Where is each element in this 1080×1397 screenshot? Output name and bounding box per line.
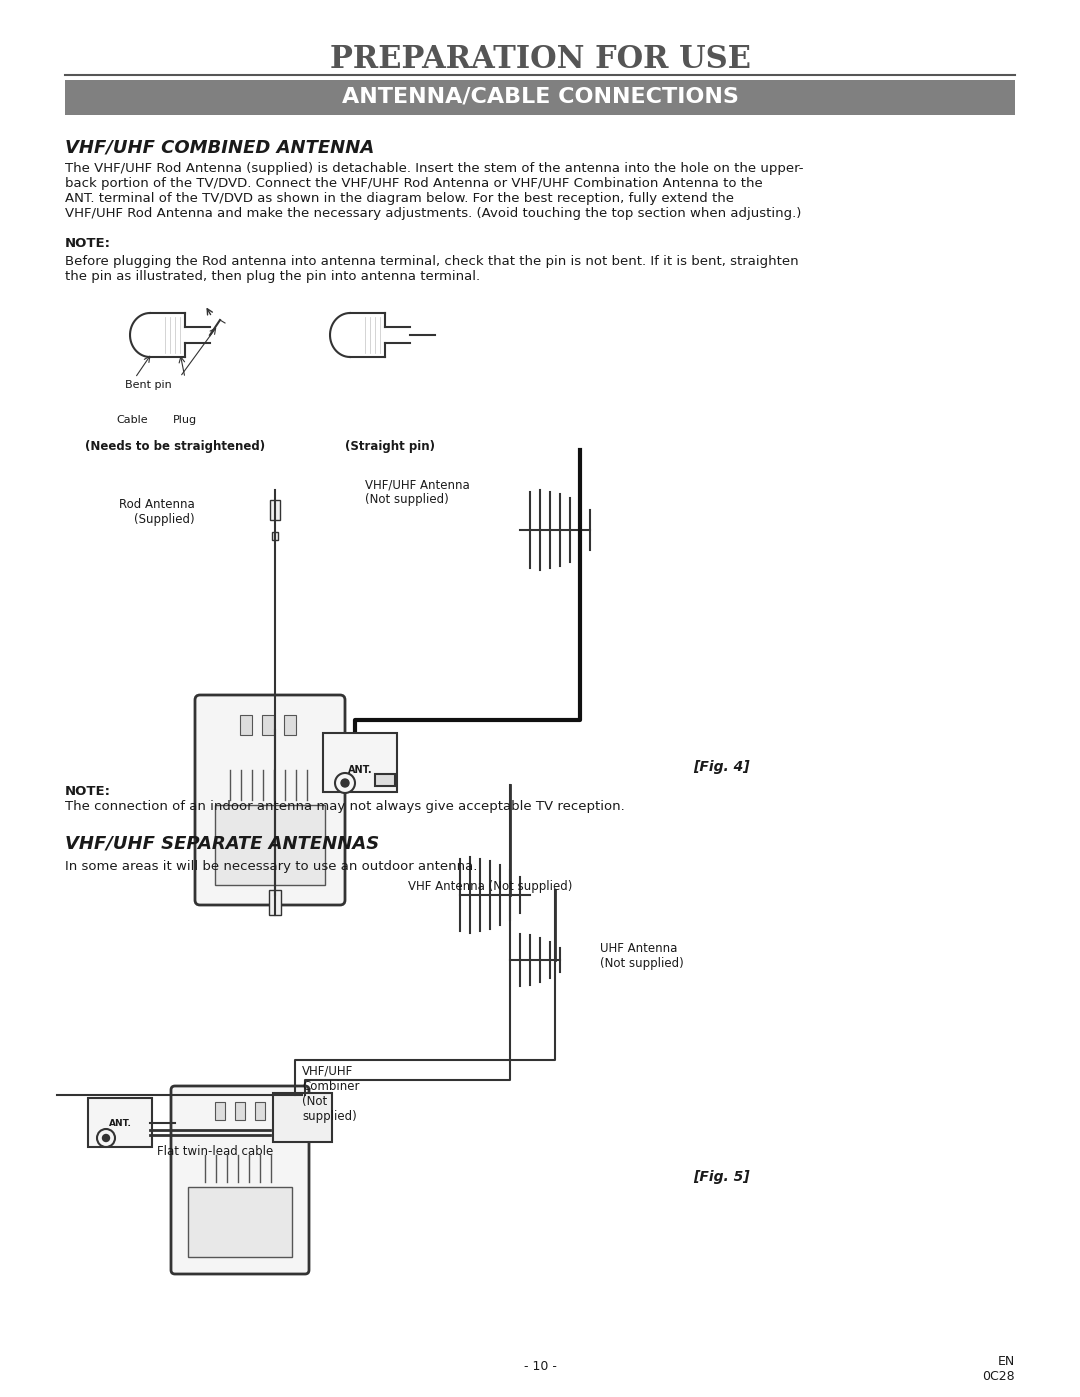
Text: The connection of an indoor antenna may not always give acceptable TV reception.: The connection of an indoor antenna may … xyxy=(65,800,624,813)
Text: [Fig. 5]: [Fig. 5] xyxy=(693,1171,750,1185)
Bar xyxy=(215,805,325,886)
Text: - 10 -: - 10 - xyxy=(524,1361,556,1373)
Text: Cable: Cable xyxy=(117,415,148,425)
Text: VHF/UHF
Combiner
(Not
supplied): VHF/UHF Combiner (Not supplied) xyxy=(302,1065,360,1123)
Bar xyxy=(215,1102,225,1120)
Bar xyxy=(269,890,281,915)
FancyBboxPatch shape xyxy=(65,80,1015,115)
Bar xyxy=(235,1102,245,1120)
Text: PREPARATION FOR USE: PREPARATION FOR USE xyxy=(329,45,751,75)
Text: Before plugging the Rod antenna into antenna terminal, check that the pin is not: Before plugging the Rod antenna into ant… xyxy=(65,256,798,284)
Bar xyxy=(270,500,280,520)
Bar xyxy=(375,774,395,787)
FancyBboxPatch shape xyxy=(273,1092,332,1141)
Text: NOTE:: NOTE: xyxy=(65,785,111,798)
Text: NOTE:: NOTE: xyxy=(65,237,111,250)
FancyBboxPatch shape xyxy=(323,733,397,792)
Bar xyxy=(240,715,252,735)
Bar xyxy=(188,1187,292,1257)
Circle shape xyxy=(341,780,349,787)
Text: VHF/UHF SEPARATE ANTENNAS: VHF/UHF SEPARATE ANTENNAS xyxy=(65,835,379,854)
Text: (Needs to be straightened): (Needs to be straightened) xyxy=(85,440,265,453)
Bar xyxy=(262,715,274,735)
Text: Flat twin-lead cable: Flat twin-lead cable xyxy=(157,1146,273,1158)
Text: UHF Antenna
(Not supplied): UHF Antenna (Not supplied) xyxy=(600,942,684,970)
Text: VHF/UHF Antenna
(Not supplied): VHF/UHF Antenna (Not supplied) xyxy=(365,478,470,506)
Text: ANTENNA/CABLE CONNECTIONS: ANTENNA/CABLE CONNECTIONS xyxy=(341,87,739,108)
Bar xyxy=(272,532,278,541)
Bar xyxy=(284,715,296,735)
Text: In some areas it will be necessary to use an outdoor antenna.: In some areas it will be necessary to us… xyxy=(65,861,477,873)
Text: ANT.: ANT. xyxy=(109,1119,132,1127)
Text: VHF/UHF COMBINED ANTENNA: VHF/UHF COMBINED ANTENNA xyxy=(65,138,375,156)
Circle shape xyxy=(97,1129,114,1147)
Text: Rod Antenna
(Supplied): Rod Antenna (Supplied) xyxy=(119,497,195,527)
Text: VHF Antenna (Not supplied): VHF Antenna (Not supplied) xyxy=(408,880,572,893)
Bar xyxy=(255,1102,265,1120)
Text: Bent pin: Bent pin xyxy=(125,380,172,390)
FancyBboxPatch shape xyxy=(87,1098,152,1147)
Text: ANT.: ANT. xyxy=(348,766,373,775)
Circle shape xyxy=(103,1134,109,1141)
Text: Plug: Plug xyxy=(173,415,197,425)
Text: The VHF/UHF Rod Antenna (supplied) is detachable. Insert the stem of the antenna: The VHF/UHF Rod Antenna (supplied) is de… xyxy=(65,162,804,219)
FancyBboxPatch shape xyxy=(195,694,345,905)
FancyBboxPatch shape xyxy=(171,1085,309,1274)
Text: [Fig. 4]: [Fig. 4] xyxy=(693,760,750,774)
Text: EN
0C28: EN 0C28 xyxy=(983,1355,1015,1383)
Circle shape xyxy=(335,773,355,793)
Text: (Straight pin): (Straight pin) xyxy=(345,440,435,453)
